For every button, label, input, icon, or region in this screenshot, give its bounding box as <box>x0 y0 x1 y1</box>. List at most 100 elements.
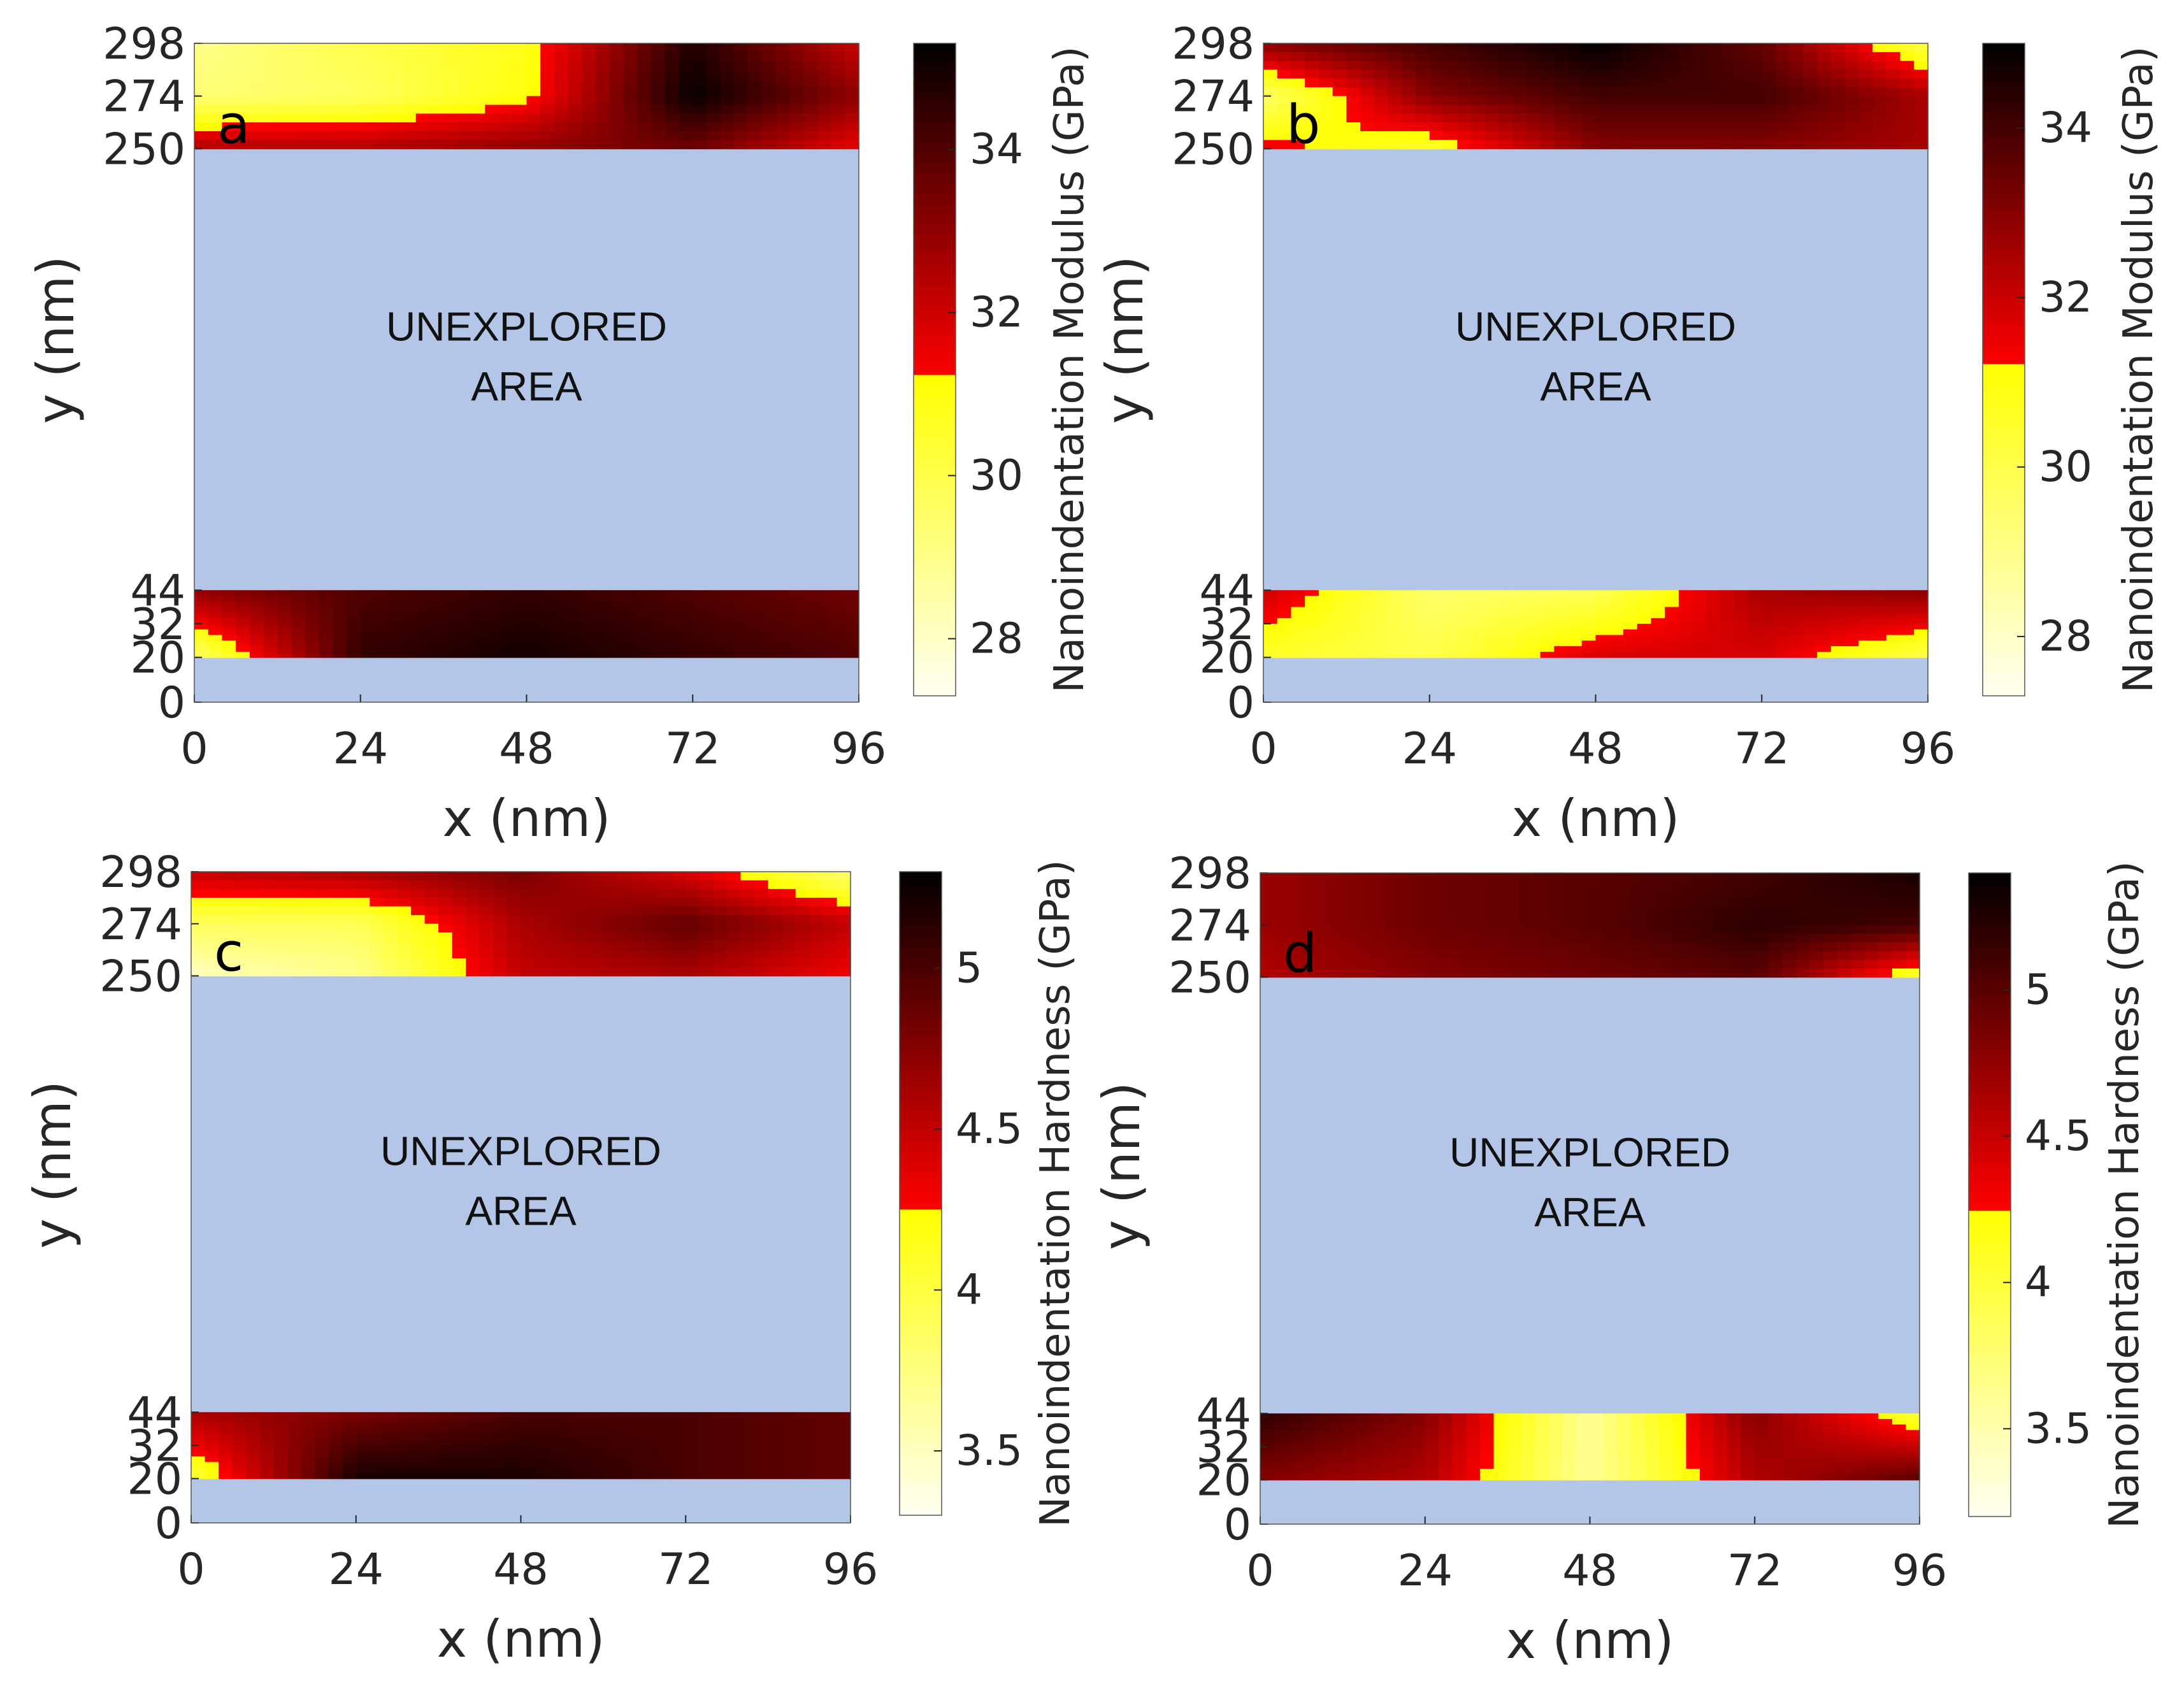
colorbar-segment <box>1983 336 2025 343</box>
heatmap-cell <box>347 122 361 132</box>
colorbar-segment <box>900 919 942 926</box>
heatmap-cell <box>1576 1424 1591 1431</box>
heatmap-cell <box>208 140 223 150</box>
heatmap-cell <box>1301 1430 1316 1436</box>
heatmap-cell <box>803 43 818 53</box>
heatmap-cell <box>540 623 555 630</box>
heatmap-cell <box>562 967 577 977</box>
heatmap-cell <box>1851 942 1865 952</box>
heatmap-cell <box>1823 1418 1838 1425</box>
heatmap-cell <box>521 932 535 942</box>
heatmap-cell <box>499 96 514 106</box>
heatmap-cell <box>1548 925 1563 935</box>
heatmap-cell <box>837 1423 851 1430</box>
heatmap-cell <box>789 113 804 123</box>
heatmap-cell <box>1809 960 1824 969</box>
heatmap-cell <box>291 646 306 652</box>
heatmap-cell <box>582 607 596 614</box>
heatmap-cell <box>1665 651 1679 658</box>
heatmap-cell <box>596 629 610 636</box>
heatmap-cell <box>1637 618 1652 624</box>
heatmap-cell <box>1274 951 1288 961</box>
heatmap-cell <box>333 646 347 652</box>
heatmap-cell <box>1526 96 1541 106</box>
heatmap-cell <box>1568 140 1583 150</box>
heatmap-cell <box>1762 104 1776 115</box>
colorbar-segment <box>914 668 956 675</box>
heatmap-cell <box>720 623 735 630</box>
colorbar-segment <box>914 168 956 175</box>
heatmap-cell <box>782 1412 796 1418</box>
heatmap-cell <box>1872 122 1887 132</box>
heatmap-cell <box>1260 1418 1275 1425</box>
heatmap-cell <box>342 897 357 907</box>
heatmap-cell <box>1872 623 1887 630</box>
heatmap-cell <box>582 646 596 652</box>
heatmap-cell <box>665 646 680 652</box>
unexplored-text: UNEXPLORED <box>1455 303 1736 349</box>
heatmap-cell <box>823 872 838 881</box>
heatmap-cell <box>562 1412 577 1418</box>
heatmap-cell <box>506 1445 522 1452</box>
heatmap-cell <box>1700 1436 1714 1442</box>
heatmap-cell <box>754 889 769 898</box>
heatmap-cell <box>1443 601 1458 608</box>
heatmap-cell <box>1291 87 1305 97</box>
heatmap-cell <box>1713 1452 1728 1459</box>
heatmap-cell <box>1493 1452 1508 1459</box>
heatmap-cell <box>1493 916 1508 926</box>
heatmap-cell <box>1360 87 1375 97</box>
heatmap-cell <box>795 958 810 968</box>
heatmap-cell <box>706 607 721 614</box>
heatmap-cell <box>1540 140 1555 150</box>
heatmap-cell <box>686 1439 700 1446</box>
heatmap-cell <box>1470 96 1486 106</box>
heatmap-cell <box>623 69 638 79</box>
colorbar-segment <box>1983 424 2025 430</box>
heatmap-cell <box>1457 104 1472 115</box>
heatmap-cell <box>1397 873 1412 883</box>
heatmap-cell <box>1906 1441 1920 1448</box>
heatmap-cell <box>754 1429 769 1435</box>
heatmap-cell <box>1837 951 1851 961</box>
heatmap-cell <box>603 923 618 933</box>
heatmap-cell <box>1548 968 1563 978</box>
heatmap-cell <box>734 629 749 636</box>
heatmap-cell <box>1332 590 1347 596</box>
heatmap-cell <box>1328 916 1344 926</box>
heatmap-cell <box>1858 69 1873 79</box>
heatmap-cell <box>761 618 777 624</box>
colorbar-segment <box>900 1129 942 1135</box>
heatmap-cell <box>1260 942 1275 952</box>
heatmap-cell <box>1315 960 1330 969</box>
heatmap-cell <box>637 96 652 106</box>
x-tick-label: 96 <box>1900 724 1956 774</box>
heatmap-cell <box>1457 612 1472 619</box>
colorbar-label: Nanoindentation Hardness (GPa) <box>1032 860 1079 1527</box>
heatmap-cell <box>1892 873 1907 883</box>
heatmap-cell <box>740 1451 755 1457</box>
heatmap-cell <box>623 104 638 115</box>
heatmap-cell <box>1892 933 1907 943</box>
heatmap-cell <box>219 1445 233 1452</box>
heatmap-cell <box>1741 1413 1756 1420</box>
heatmap-cell <box>631 915 645 925</box>
heatmap-cell <box>1452 907 1467 917</box>
heatmap-cell <box>1864 1446 1879 1453</box>
heatmap-cell <box>347 52 361 62</box>
heatmap-cell <box>1844 69 1860 79</box>
heatmap-cell <box>1384 951 1398 961</box>
heatmap-cell <box>679 651 694 658</box>
heatmap-cell <box>1900 651 1915 658</box>
heatmap-cell <box>795 872 810 881</box>
heatmap-cell <box>1301 898 1316 909</box>
heatmap-cell <box>706 629 721 636</box>
colorbar-segment <box>914 473 956 479</box>
x-tick-label: 48 <box>499 724 554 774</box>
heatmap-cell <box>575 897 591 907</box>
heatmap-cell <box>1762 131 1776 141</box>
heatmap-cell <box>1665 601 1679 608</box>
heatmap-cell <box>1700 951 1714 961</box>
colorbar-segment <box>1983 668 2025 675</box>
heatmap-cell <box>665 140 680 150</box>
